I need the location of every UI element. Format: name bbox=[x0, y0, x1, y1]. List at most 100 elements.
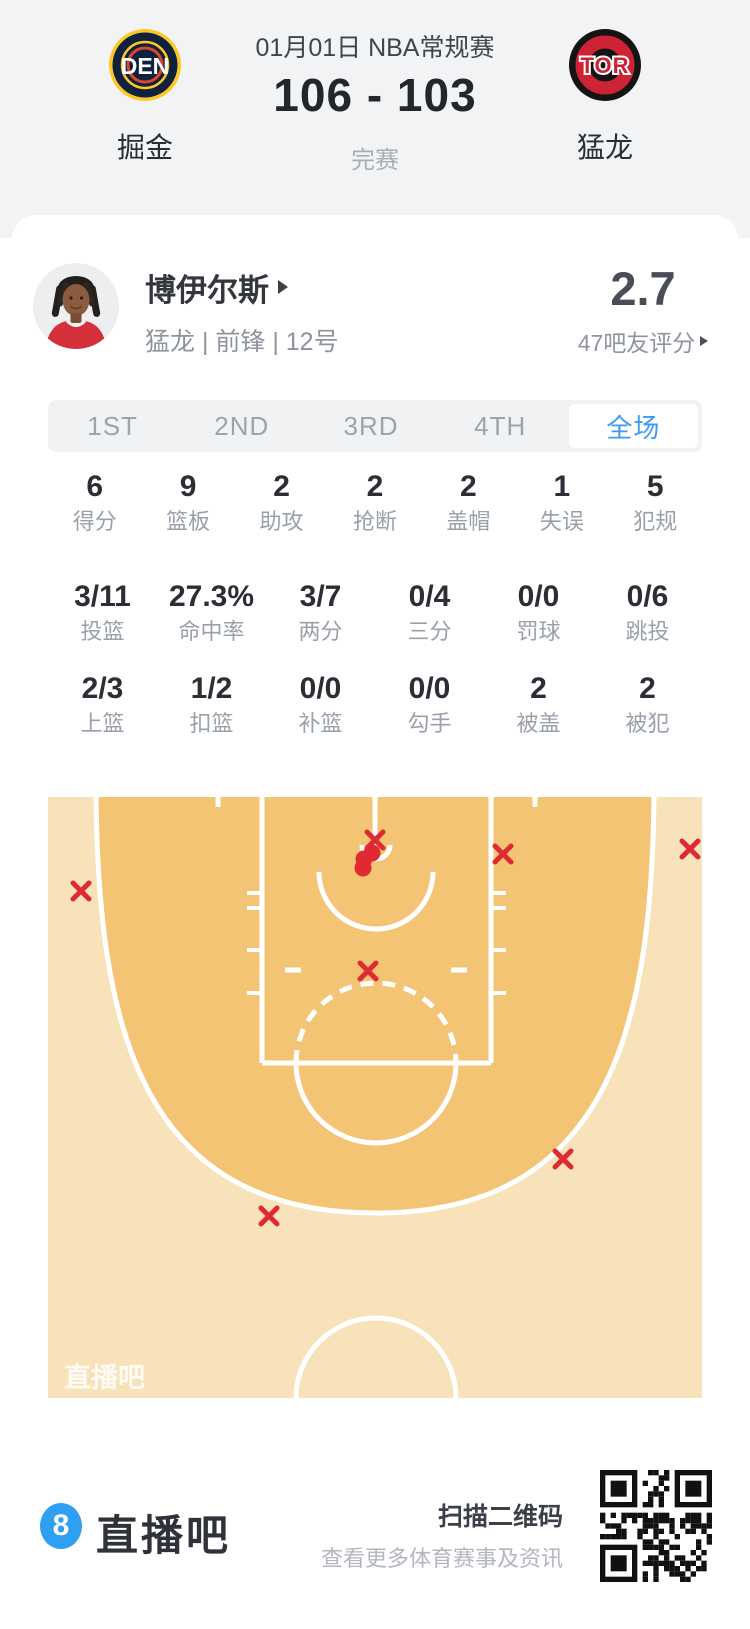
stat-label: 被盖 bbox=[516, 711, 561, 736]
tab-3RD[interactable]: 3RD bbox=[343, 410, 399, 441]
stat-value: 2 bbox=[460, 470, 477, 503]
qr-caption: 扫描二维码 查看更多体育赛事及资讯 bbox=[321, 1497, 563, 1573]
shot-miss-marker bbox=[70, 880, 92, 902]
stat-label: 得分 bbox=[72, 509, 117, 534]
stat-value: 9 bbox=[179, 470, 197, 503]
stats-row-3: 2/3 上篮 1/2 扣篮 0/0 补篮 0/0 勾手 2 被盖 2 被犯 bbox=[48, 672, 702, 737]
stat-跳投: 0/6 跳投 bbox=[593, 580, 702, 645]
raptors-logo-icon: TOR bbox=[569, 29, 641, 101]
match-score: 106 - 103 bbox=[273, 69, 477, 121]
stat-label: 投篮 bbox=[80, 619, 125, 644]
stat-抢断: 2 抢断 bbox=[328, 470, 421, 535]
stat-label: 篮板 bbox=[166, 509, 211, 534]
stat-value: 0/0 bbox=[299, 672, 342, 705]
tab-1ST[interactable]: 1ST bbox=[87, 410, 138, 441]
stat-value: 0/0 bbox=[408, 672, 451, 705]
stat-label: 犯规 bbox=[633, 509, 678, 534]
stat-value: 3/11 bbox=[74, 580, 131, 613]
stat-label: 抢断 bbox=[352, 509, 397, 534]
svg-text:TOR: TOR bbox=[580, 53, 629, 78]
stat-label: 补篮 bbox=[298, 711, 343, 736]
player-rating-value: 2.7 bbox=[610, 262, 676, 315]
match-status: 完赛 bbox=[351, 147, 399, 174]
stat-label: 扣篮 bbox=[189, 711, 234, 736]
stat-value: 0/4 bbox=[408, 580, 451, 613]
stat-value: 2 bbox=[530, 672, 547, 705]
shot-made-marker bbox=[354, 859, 372, 877]
stat-label: 两分 bbox=[298, 619, 343, 644]
player-photo-icon bbox=[33, 263, 119, 349]
shot-miss-marker bbox=[679, 838, 701, 860]
stat-label: 勾手 bbox=[407, 711, 452, 736]
stat-label: 上篮 bbox=[80, 711, 125, 736]
stat-value: 1/2 bbox=[190, 672, 233, 705]
stat-label: 失误 bbox=[539, 509, 584, 534]
stat-value: 2 bbox=[366, 470, 384, 503]
stat-value: 5 bbox=[646, 470, 664, 503]
stat-助攻: 2 助攻 bbox=[235, 470, 328, 535]
stat-value: 2 bbox=[639, 672, 656, 705]
tab-2ND[interactable]: 2ND bbox=[214, 410, 270, 441]
stat-篮板: 9 篮板 bbox=[141, 470, 234, 535]
quarter-tabs: 1ST 2ND 3RD 4TH 全场 bbox=[48, 400, 702, 452]
stat-勾手: 0/0 勾手 bbox=[375, 672, 484, 737]
stat-value: 6 bbox=[86, 470, 104, 503]
stat-value: 3/7 bbox=[299, 580, 342, 613]
shot-miss-marker bbox=[258, 1205, 280, 1227]
stat-value: 27.3% bbox=[168, 580, 255, 613]
stat-失误: 1 失误 bbox=[515, 470, 608, 535]
brand-name: 直播吧 bbox=[96, 1512, 232, 1559]
home-team-name[interactable]: 掘金 bbox=[116, 132, 173, 163]
stat-label: 助攻 bbox=[259, 509, 304, 534]
nuggets-logo-icon: DEN bbox=[109, 29, 181, 101]
zhibo8-logo-icon: 8 bbox=[40, 1503, 82, 1549]
qr-code bbox=[600, 1470, 712, 1582]
player-name-row[interactable]: 博伊尔斯 bbox=[145, 268, 288, 308]
tab-全场[interactable]: 全场 bbox=[568, 404, 699, 448]
stat-投篮: 3/11 投篮 bbox=[48, 580, 157, 645]
stat-被犯: 2 被犯 bbox=[593, 672, 702, 737]
stat-value: 2/3 bbox=[81, 672, 124, 705]
away-team-name[interactable]: 猛龙 bbox=[576, 132, 633, 163]
court-watermark: 直播吧 bbox=[64, 1363, 145, 1393]
shot-miss-marker bbox=[357, 960, 379, 982]
court-lines bbox=[48, 792, 702, 1398]
shot-miss-marker bbox=[492, 843, 514, 865]
player-avatar[interactable] bbox=[33, 263, 119, 349]
stat-value: 0/6 bbox=[626, 580, 669, 613]
stats-row-1: 6 得分 9 篮板 2 助攻 2 抢断 2 盖帽 1 失误 5 犯规 bbox=[48, 470, 702, 535]
stats-row-2: 3/11 投篮 27.3% 命中率 3/7 两分 0/4 三分 0/0 罚球 0/6 跳投 bbox=[48, 580, 702, 645]
player-meta: 猛龙 | 前锋 | 12号 bbox=[145, 328, 339, 356]
match-date-line: 01月01日 NBA常规赛 bbox=[255, 34, 495, 62]
stat-罚球: 0/0 罚球 bbox=[484, 580, 593, 645]
stat-盖帽: 2 盖帽 bbox=[422, 470, 515, 535]
svg-text:DEN: DEN bbox=[121, 53, 170, 79]
stat-扣篮: 1/2 扣篮 bbox=[157, 672, 266, 737]
stat-两分: 3/7 两分 bbox=[266, 580, 375, 645]
chevron-right-icon bbox=[700, 336, 709, 346]
stat-得分: 6 得分 bbox=[48, 470, 141, 535]
away-team-logo[interactable]: TOR bbox=[568, 28, 642, 102]
shot-markers bbox=[70, 829, 701, 1227]
stat-命中率: 27.3% 命中率 bbox=[157, 580, 266, 645]
stat-三分: 0/4 三分 bbox=[375, 580, 484, 645]
stat-犯规: 5 犯规 bbox=[609, 470, 702, 535]
stat-label: 跳投 bbox=[625, 619, 670, 644]
player-rating-note: 47吧友评分 bbox=[570, 324, 716, 358]
stat-上篮: 2/3 上篮 bbox=[48, 672, 157, 737]
stat-label: 罚球 bbox=[516, 619, 561, 644]
three-point-area bbox=[96, 792, 654, 1213]
stat-label: 被犯 bbox=[625, 711, 670, 736]
shot-chart-court: 直播吧 bbox=[48, 792, 702, 1398]
qr-subtitle: 查看更多体育赛事及资讯 bbox=[320, 1546, 563, 1571]
stat-value: 0/0 bbox=[517, 580, 560, 613]
home-team-logo[interactable]: DEN bbox=[108, 28, 182, 102]
qr-title: 扫描二维码 bbox=[437, 1503, 563, 1531]
chevron-right-icon bbox=[278, 280, 288, 294]
player-rating-block[interactable]: 2.7 47吧友评分 bbox=[570, 262, 716, 358]
stat-value: 2 bbox=[273, 470, 290, 503]
stat-label: 命中率 bbox=[178, 619, 245, 644]
shot-miss-marker bbox=[552, 1148, 574, 1170]
tab-4TH[interactable]: 4TH bbox=[474, 410, 527, 441]
